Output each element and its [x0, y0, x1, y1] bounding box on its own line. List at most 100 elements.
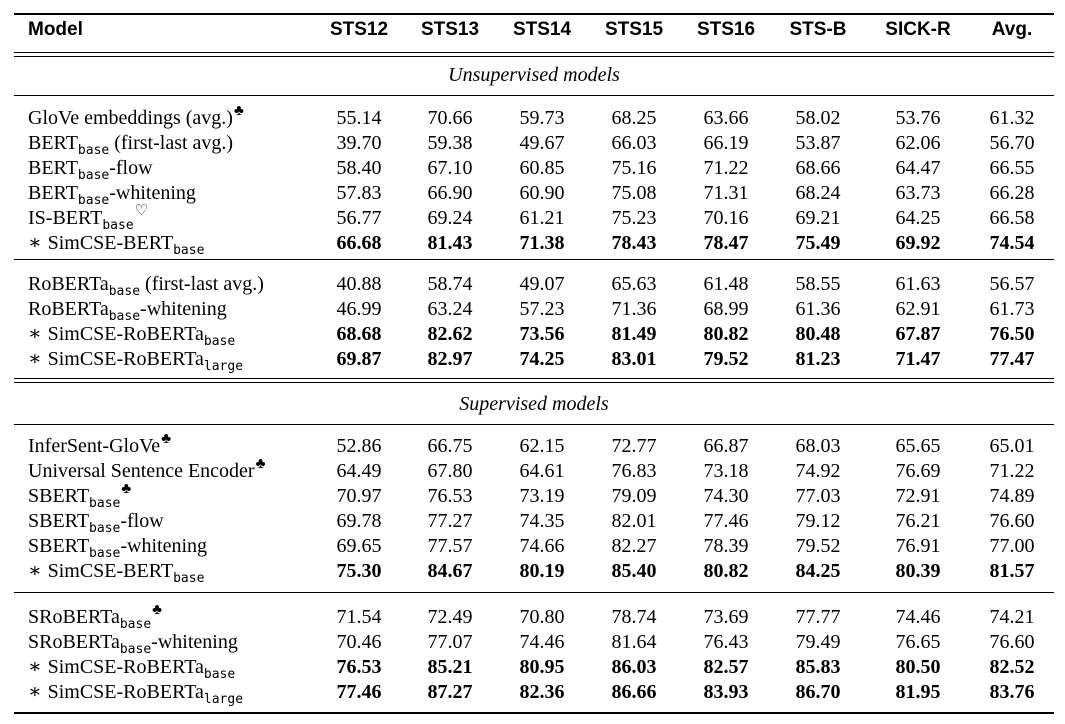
value-cell: 80.82 — [703, 560, 749, 582]
value-cell: 79.52 — [795, 535, 841, 557]
value-cell: 65.01 — [989, 435, 1035, 457]
value-cell: 77.46 — [703, 510, 749, 532]
value-cell: 66.55 — [989, 157, 1035, 179]
value-cell: 49.07 — [519, 273, 565, 295]
value-cell: 66.19 — [703, 132, 749, 154]
value-cell: 66.90 — [427, 182, 473, 204]
table-row: SRoBERTabase-whitening 70.46 77.07 74.46 81.… — [14, 629, 1054, 657]
block-rule-1 — [14, 378, 1054, 379]
model-asterisk: ∗ — [28, 232, 42, 254]
model-asterisk: ∗ — [28, 681, 42, 703]
model-subscript: base — [108, 284, 141, 299]
model-subscript: base — [203, 667, 236, 682]
value-cell: 85.83 — [795, 656, 841, 678]
value-cell: 76.50 — [989, 323, 1035, 345]
model-name: BERTbase-whitening — [28, 180, 196, 208]
value-cell: 78.74 — [611, 606, 657, 628]
value-cell: 80.19 — [519, 560, 565, 582]
value-cell: 59.38 — [427, 132, 473, 154]
value-cell: 46.99 — [336, 298, 382, 320]
table-row: GloVe embeddings (avg.)♣ 55.14 70.66 59.73 6… — [14, 103, 1054, 131]
value-cell: 72.91 — [895, 485, 941, 507]
value-cell: 62.06 — [895, 132, 941, 154]
value-cell: 83.93 — [703, 681, 749, 703]
value-cell: 66.75 — [427, 435, 473, 457]
top-rule — [14, 13, 1054, 15]
value-cell: 77.07 — [427, 631, 473, 653]
model-suffix: -whitening — [140, 298, 227, 320]
table-row: InferSent-GloVe♣ 52.86 66.75 62.15 72.77 66.8… — [14, 431, 1054, 459]
value-cell: 71.22 — [989, 460, 1035, 482]
value-cell: 75.08 — [611, 182, 657, 204]
model-asterisk: ∗ — [28, 323, 42, 345]
model-name: SBERTbase-flow — [28, 508, 164, 536]
value-cell: 69.21 — [795, 207, 841, 229]
value-cell: 65.65 — [895, 435, 941, 457]
header-avg: Avg. — [991, 19, 1033, 40]
model-asterisk: ∗ — [28, 560, 42, 582]
model-subscript: base — [89, 496, 121, 511]
group-rule — [14, 259, 1054, 260]
value-cell: 84.25 — [795, 560, 841, 582]
value-cell: 84.67 — [427, 560, 473, 582]
value-cell: 74.25 — [519, 348, 565, 370]
model-name: RoBERTabase (first-last avg.) — [28, 271, 264, 299]
value-cell: 87.27 — [427, 681, 473, 703]
section-title-unsupervised: Unsupervised models — [448, 64, 620, 86]
value-cell: 82.62 — [427, 323, 473, 345]
value-cell: 83.76 — [989, 681, 1035, 703]
table-row: ∗ SimCSE-BERTbase 75.30 84.67 80.19 85.40 80.8… — [14, 558, 1054, 586]
model-asterisk: ∗ — [28, 656, 42, 678]
model-suffix: -flow — [109, 157, 153, 179]
table-row: RoBERTabase (first-last avg.) 40.88 58.74 4… — [14, 271, 1054, 299]
model-name: ∗ SimCSE-RoBERTalarge — [28, 346, 243, 374]
value-cell: 79.49 — [795, 631, 841, 653]
value-cell: 76.43 — [703, 631, 749, 653]
value-cell: 82.52 — [989, 656, 1035, 678]
model-name: ∗ SimCSE-RoBERTalarge — [28, 679, 244, 707]
model-base-name: SimCSE-RoBERTa — [47, 681, 204, 703]
model-marker: ♣ — [121, 481, 132, 497]
value-cell: 77.57 — [427, 535, 473, 557]
value-cell: 69.65 — [336, 535, 382, 557]
value-cell: 78.39 — [703, 535, 749, 557]
header-sts14: STS14 — [512, 19, 572, 40]
value-cell: 80.50 — [895, 656, 941, 678]
value-cell: 86.03 — [611, 656, 657, 678]
table-row: ∗ SimCSE-RoBERTalarge 77.46 87.27 82.36 86.66… — [14, 679, 1054, 707]
model-base-name: RoBERTa — [28, 273, 109, 295]
value-cell: 49.67 — [519, 132, 565, 154]
value-cell: 66.28 — [989, 182, 1035, 204]
model-subscript: large — [203, 692, 244, 707]
model-base-name: GloVe embeddings (avg.) — [28, 107, 233, 129]
value-cell: 56.70 — [989, 132, 1035, 154]
value-cell: 76.60 — [989, 510, 1035, 532]
block-rule-2 — [14, 382, 1054, 383]
value-cell: 64.25 — [895, 207, 941, 229]
model-name: ∗ SimCSE-RoBERTabase — [28, 654, 236, 682]
value-cell: 52.86 — [336, 435, 382, 457]
model-subscript: base — [89, 546, 121, 561]
value-cell: 78.47 — [703, 232, 749, 254]
value-cell: 70.46 — [336, 631, 382, 653]
value-cell: 69.92 — [895, 232, 941, 254]
value-cell: 71.54 — [336, 606, 382, 628]
section-rule — [14, 424, 1054, 425]
value-cell: 73.69 — [703, 606, 749, 628]
section-title-supervised: Supervised models — [459, 393, 609, 415]
header-sickr: SICK-R — [885, 19, 951, 40]
value-cell: 68.25 — [611, 107, 657, 129]
value-cell: 74.46 — [519, 631, 565, 653]
model-base-name: SimCSE-RoBERTa — [47, 656, 204, 678]
value-cell: 77.77 — [795, 606, 841, 628]
value-cell: 60.85 — [519, 157, 565, 179]
model-base-name: BERT — [28, 182, 78, 204]
value-cell: 61.73 — [989, 298, 1035, 320]
value-cell: 71.31 — [703, 182, 749, 204]
value-cell: 70.97 — [336, 485, 382, 507]
value-cell: 61.63 — [895, 273, 941, 295]
value-cell: 70.16 — [703, 207, 749, 229]
value-cell: 85.21 — [427, 656, 473, 678]
value-cell: 53.76 — [895, 107, 941, 129]
model-base-name: Universal Sentence Encoder — [28, 460, 255, 482]
